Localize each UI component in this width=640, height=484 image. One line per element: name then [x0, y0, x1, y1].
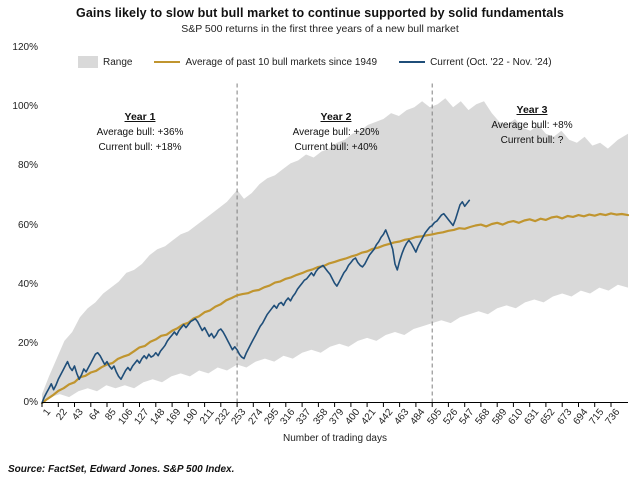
- series-line-0: [40, 212, 630, 405]
- year-3-current: Current bull: ?: [500, 135, 564, 146]
- x-tick-label: 127: [132, 407, 152, 427]
- x-tick-label: 22: [54, 407, 70, 423]
- x-tick-label: 526: [441, 407, 461, 427]
- x-tick-label: 568: [473, 407, 493, 427]
- year-3-average: Average bull: +8%: [491, 120, 573, 131]
- legend-item-current: Current (Oct. '22 - Nov. '24): [399, 56, 552, 68]
- year-1-label: Year 1: [124, 111, 156, 123]
- series-line-1: [41, 199, 471, 404]
- annotation-year-2: Year 2 Average bull: +20% Current bull: …: [251, 110, 421, 155]
- y-tick-label: 120%: [12, 42, 38, 53]
- year-2-average: Average bull: +20%: [292, 127, 380, 138]
- legend-label-current: Current (Oct. '22 - Nov. '24): [430, 56, 552, 68]
- x-tick-label: 148: [148, 407, 168, 427]
- source-note: Source: FactSet, Edward Jones. S&P 500 I…: [8, 464, 235, 475]
- x-tick-label: 694: [571, 407, 591, 427]
- x-tick-label: 64: [86, 407, 103, 423]
- annotation-year-3: Year 3 Average bull: +8% Current bull: ?: [447, 103, 617, 148]
- y-tick-label: 60%: [17, 219, 38, 231]
- x-tick-label: 715: [587, 407, 607, 427]
- y-tick-label: 20%: [17, 337, 38, 349]
- year-3-label: Year 3: [516, 104, 548, 116]
- year-2-current: Current bull: +40%: [294, 142, 378, 153]
- x-tick-label: 547: [457, 407, 477, 427]
- average-line-swatch: [154, 61, 181, 63]
- x-tick-label: 169: [164, 407, 184, 427]
- x-tick-label: 505: [424, 407, 444, 427]
- x-tick-label: 442: [376, 407, 396, 427]
- annotation-year-1: Year 1 Average bull: +36% Current bull: …: [55, 110, 225, 155]
- x-tick-label: 736: [603, 407, 623, 427]
- x-tick-label: 400: [343, 407, 363, 427]
- x-tick-label: 106: [116, 407, 135, 427]
- chart-subtitle: S&P 500 returns in the first three years…: [181, 23, 459, 35]
- year-1-average: Average bull: +36%: [96, 127, 184, 138]
- x-tick-label: 43: [70, 407, 87, 423]
- range-swatch: [78, 56, 98, 68]
- chart-canvas: [40, 83, 630, 407]
- x-tick-label: 610: [506, 407, 526, 427]
- year-2-label: Year 2: [320, 111, 352, 123]
- y-tick-label: 100%: [12, 101, 38, 113]
- x-tick-label: 379: [327, 407, 347, 427]
- chart-title: Gains likely to slow but bull market to …: [76, 6, 564, 20]
- x-tick-label: 253: [229, 407, 249, 427]
- year-1-current: Current bull: +18%: [98, 142, 182, 153]
- x-tick-label: 1: [41, 407, 54, 419]
- legend-label-range: Range: [103, 56, 133, 68]
- x-tick-label: 673: [554, 407, 574, 427]
- x-tick-label: 274: [246, 407, 265, 427]
- x-tick-label: 589: [489, 407, 509, 427]
- range-band: [42, 98, 628, 404]
- x-tick-label: 652: [538, 407, 558, 427]
- x-tick-label: 631: [522, 407, 542, 427]
- current-line-swatch: [399, 61, 426, 63]
- legend-item-average: Average of past 10 bull markets since 19…: [154, 57, 377, 68]
- x-tick-label: 316: [278, 407, 298, 427]
- x-tick-label: 421: [359, 407, 379, 427]
- x-tick-label: 211: [197, 407, 217, 427]
- x-tick-label: 295: [262, 407, 282, 427]
- y-tick-label: 40%: [17, 278, 38, 290]
- x-tick-label: 337: [294, 407, 314, 427]
- x-axis-title: Number of trading days: [283, 433, 387, 444]
- y-tick-label: 80%: [17, 160, 38, 172]
- x-tick-label: 232: [213, 407, 233, 427]
- y-tick-label: 0%: [23, 397, 38, 408]
- x-tick-label: 463: [392, 407, 412, 427]
- legend-item-range: Range: [78, 56, 132, 68]
- x-tick-label: 358: [311, 407, 331, 427]
- plot-area: [40, 48, 630, 408]
- x-tick-label: 190: [181, 407, 200, 427]
- x-tick-label: 484: [408, 407, 428, 427]
- legend-label-average: Average of past 10 bull markets since 19…: [185, 56, 378, 68]
- legend: Range Average of past 10 bull markets si…: [78, 56, 552, 68]
